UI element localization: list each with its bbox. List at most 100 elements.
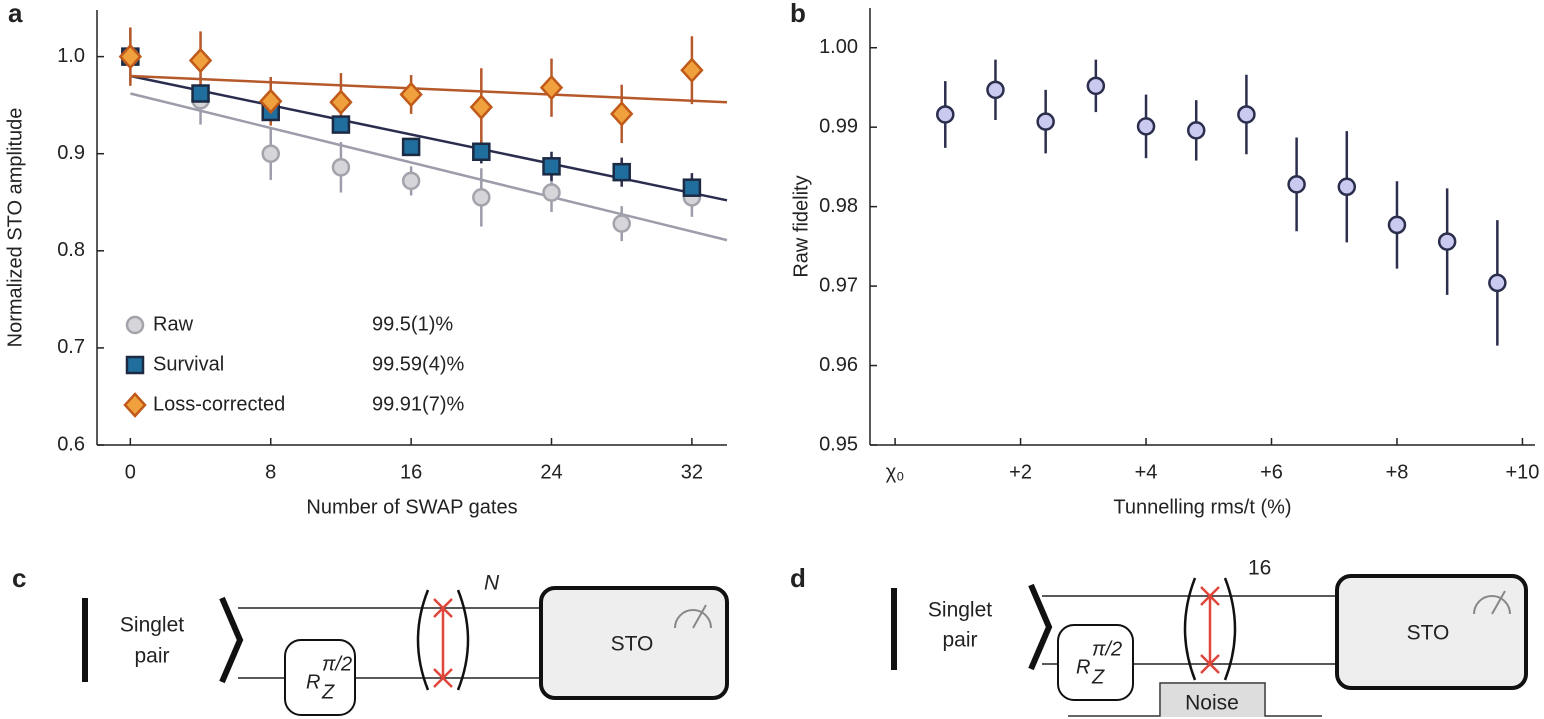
marker (401, 171, 421, 191)
legend-label: Loss-corrected (153, 393, 285, 415)
marker (1437, 232, 1457, 251)
panel-label: c (12, 563, 26, 593)
legend-label: Raw (153, 313, 194, 335)
y-tick-label: 0.7 (57, 336, 85, 358)
x-tick-label: +2 (1009, 461, 1032, 483)
y-tick-label: 0.99 (819, 115, 858, 137)
fit-line (130, 74, 728, 202)
marker (329, 89, 353, 116)
marker (610, 101, 634, 127)
marker (399, 81, 423, 108)
gate-symbol: R (306, 671, 320, 693)
x-tick-label: +8 (1386, 461, 1409, 483)
chart-b: b 0.95 0.96 0.97 0.98 0.99 1.00 χ₀ +2 +4 +6 +8 +10 Tu… (790, 0, 1539, 518)
gate-subscript: Z (1091, 666, 1105, 688)
y-tick-label: 0.97 (819, 274, 858, 296)
panel-label: a (8, 0, 23, 28)
marker (936, 105, 955, 124)
legend-value: 99.5(1)% (372, 313, 453, 335)
y-tick-label: 1.0 (57, 45, 85, 67)
bracket (456, 589, 470, 691)
readout-label: STO (611, 633, 654, 656)
legend-value: 99.91(7)% (372, 393, 464, 415)
marker (188, 47, 213, 74)
bracket (416, 589, 430, 691)
gate-subscript: Z (321, 681, 335, 703)
marker (1186, 121, 1206, 140)
marker (680, 57, 704, 84)
marker (1036, 112, 1055, 131)
legend-marker (125, 355, 145, 375)
marker (261, 144, 280, 163)
diagram-c: c Singlet pair R Z π/2 N STO (12, 563, 729, 716)
input-label: pair (942, 629, 977, 652)
meter-icon (674, 604, 712, 629)
bracket (1183, 577, 1197, 681)
y-axis-label: Raw fidelity (790, 175, 812, 277)
x-tick-label: +6 (1260, 461, 1283, 483)
swap-cross (1200, 586, 1220, 674)
panel-label: b (790, 0, 806, 28)
marker (1237, 105, 1256, 124)
marker (1488, 273, 1507, 293)
y-tick-label: 0.95 (819, 433, 858, 455)
marker (191, 84, 210, 103)
marker (472, 188, 491, 207)
input-label: Singlet (120, 614, 184, 637)
readout-label: STO (1407, 622, 1450, 645)
swap-cross (433, 598, 453, 688)
x-tick-label: 16 (400, 461, 422, 483)
marker (612, 162, 631, 182)
marker (542, 157, 561, 176)
noise-label: Noise (1185, 692, 1239, 715)
legend-label: Survival (153, 353, 224, 375)
readout-box (1335, 574, 1528, 690)
gate-superscript: π/2 (322, 653, 352, 675)
legend-marker (125, 315, 145, 335)
x-tick-label: 24 (540, 461, 562, 483)
x-tick-label: 32 (681, 461, 703, 483)
y-axis-label: Normalized STO amplitude (4, 108, 26, 348)
x-tick-label: χ₀ (886, 461, 905, 483)
marker (472, 142, 491, 162)
x-tick-label: 0 (125, 461, 136, 483)
marker (1287, 175, 1306, 194)
marker (401, 137, 421, 157)
x-axis-label: Tunnelling rms/t (%) (1113, 496, 1291, 518)
gate-box (1057, 624, 1134, 701)
marker (331, 115, 351, 134)
marker (1337, 177, 1357, 197)
repeat-label: N (484, 572, 500, 595)
marker (259, 88, 283, 115)
gate-box (284, 639, 356, 716)
marker (469, 94, 494, 120)
panel-label: d (790, 563, 806, 593)
fit-line (130, 74, 728, 104)
legend-marker (123, 392, 147, 418)
marker (682, 178, 702, 197)
marker (1387, 215, 1407, 235)
y-tick-label: 0.8 (57, 239, 85, 261)
marker (986, 80, 1005, 100)
x-tick-label: +10 (1505, 461, 1539, 483)
marker (542, 183, 561, 202)
marker (539, 74, 564, 101)
meter-icon (1473, 590, 1511, 615)
marker (1086, 76, 1106, 96)
chevron (1028, 583, 1053, 671)
marker (1136, 117, 1156, 136)
diagram-d: d Singlet pair R Z π/2 16 STO Noise (790, 557, 1528, 717)
marker (118, 43, 143, 70)
input-label: Singlet (928, 599, 992, 622)
noise-trace (1068, 682, 1322, 717)
noise-pulse (1161, 684, 1264, 717)
fit-line (130, 92, 728, 242)
y-tick-label: 0.96 (819, 354, 858, 376)
marker (331, 158, 351, 177)
marker (612, 214, 631, 233)
y-tick-label: 0.6 (57, 433, 85, 455)
x-tick-label: +4 (1135, 461, 1158, 483)
input-label: pair (134, 645, 169, 668)
